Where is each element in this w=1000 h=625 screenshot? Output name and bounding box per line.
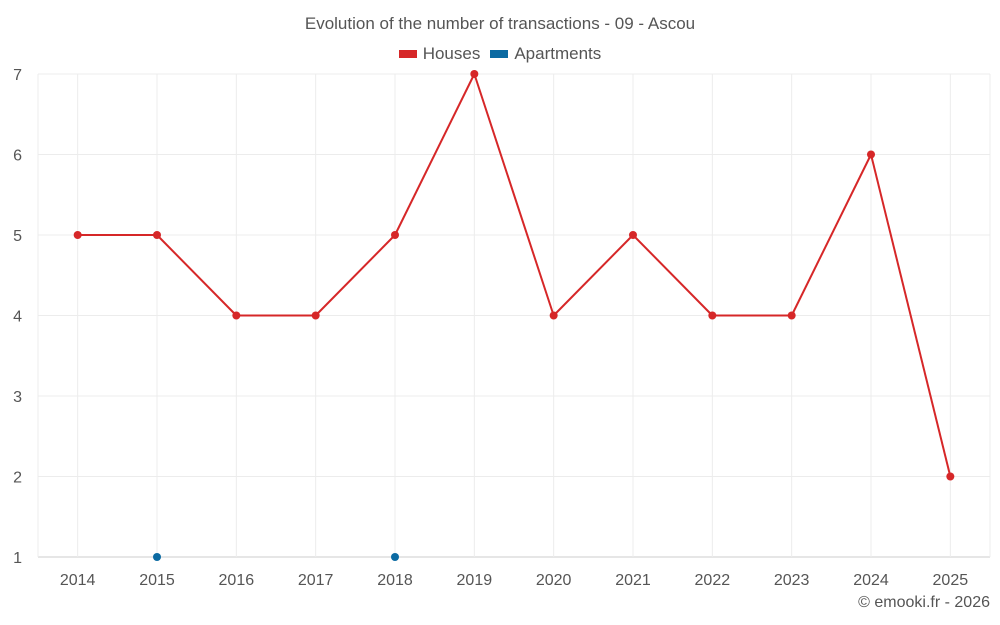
data-point-houses (311, 311, 320, 320)
x-tick-label: 2025 (933, 572, 969, 589)
data-point-apartments (153, 553, 161, 561)
x-tick-label: 2023 (774, 572, 810, 589)
legend-item-houses[interactable]: Houses (398, 44, 481, 64)
x-tick-label: 2014 (60, 572, 96, 589)
x-tick-label: 2018 (377, 572, 413, 589)
y-tick-label: 6 (13, 148, 22, 165)
y-tick-label: 1 (13, 550, 22, 567)
data-point-houses (629, 231, 637, 239)
x-tick-label: 2024 (853, 572, 889, 589)
y-tick-label: 4 (13, 309, 22, 326)
y-tick-label: 3 (13, 389, 22, 406)
x-tick-label: 2022 (695, 572, 731, 589)
series-line-houses (156, 234, 238, 317)
y-tick-label: 2 (13, 470, 22, 487)
data-point-houses (470, 70, 479, 78)
x-tick-label: 2021 (615, 572, 651, 589)
legend-label-apartments: Apartments (514, 44, 602, 63)
data-point-houses (391, 231, 399, 239)
series-line-houses (632, 234, 714, 317)
legend-item-apartments[interactable]: Apartments (490, 44, 601, 64)
credit-text: © emooki.fr - 2026 (858, 594, 990, 611)
data-point-houses (867, 150, 875, 159)
legend-swatch-apartments (490, 50, 509, 58)
x-tick-label: 2016 (219, 572, 255, 589)
x-tick-label: 2015 (139, 572, 175, 589)
series-line-houses (870, 154, 952, 477)
data-point-houses (708, 311, 717, 320)
data-point-houses (73, 231, 82, 239)
series-line-houses (394, 73, 476, 236)
x-tick-label: 2019 (457, 572, 493, 589)
data-point-houses (946, 472, 955, 481)
x-tick-label: 2020 (536, 572, 572, 589)
series-line-houses (473, 73, 555, 316)
y-tick-label: 7 (13, 67, 22, 84)
data-point-houses (232, 311, 241, 320)
x-tick-label: 2017 (298, 572, 334, 589)
data-point-houses (549, 311, 558, 320)
y-tick-label: 5 (13, 228, 22, 245)
data-point-apartments (391, 553, 399, 561)
series-line-houses (552, 234, 634, 317)
legend-label-houses: Houses (422, 44, 481, 63)
data-point-houses (153, 231, 161, 239)
data-point-houses (787, 311, 796, 320)
series-line-houses (314, 234, 396, 317)
chart-title: Evolution of the number of transactions … (304, 14, 696, 33)
legend-swatch-houses (398, 50, 417, 58)
series-line-houses (790, 154, 872, 316)
legend: Houses Apartments (0, 44, 1000, 64)
